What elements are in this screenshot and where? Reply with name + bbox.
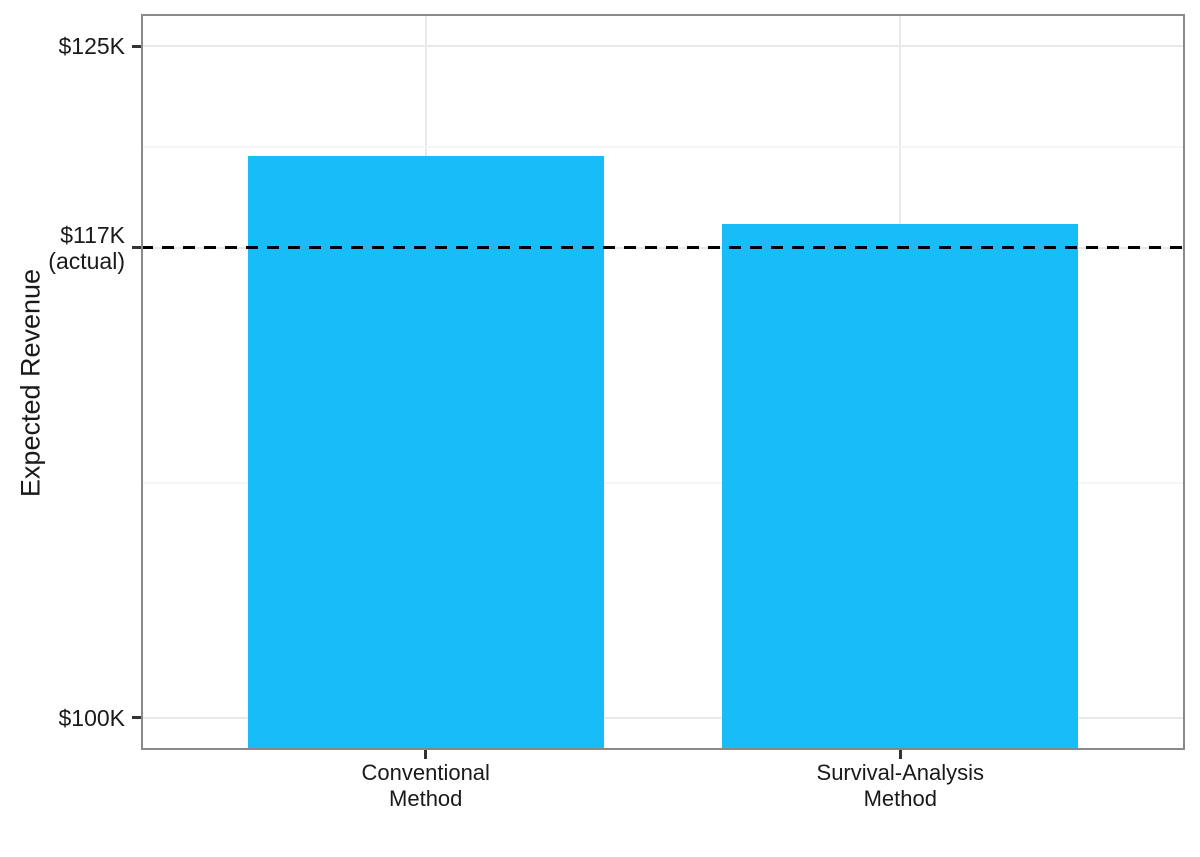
x-tick-label-survival-analysis-method: Survival-Analysis Method (817, 760, 985, 812)
x-tick-mark-conventional-method (424, 750, 428, 759)
x-tick-label-line: Conventional (361, 760, 490, 785)
y-tick-mark-1 (132, 246, 141, 250)
x-tick-label-line: Survival-Analysis (816, 760, 985, 785)
y-tick-label-line: $100K (58, 704, 125, 731)
x-tick-mark-survival-analysis-method (898, 750, 902, 759)
gridline-minor-y-0 (141, 481, 1185, 484)
y-tick-label-line: $125K (58, 33, 125, 60)
x-tick-label-line: Method (863, 786, 937, 811)
y-tick-label-0: $100K (0, 705, 125, 731)
x-tick-label-conventional-method: Conventional Method (362, 760, 490, 812)
y-tick-mark-0 (132, 716, 141, 720)
x-tick-label-line: Method (389, 786, 463, 811)
y-axis-title: Expected Revenue (15, 268, 46, 498)
gridline-minor-y-1 (141, 145, 1185, 148)
y-tick-label-2: $125K (0, 33, 125, 59)
bar-conventional-method (247, 156, 604, 750)
bar-survival-analysis-method (722, 223, 1079, 750)
y-tick-label-line: (actual) (48, 247, 125, 274)
y-tick-mark-2 (132, 44, 141, 48)
gridline-major-y-0 (141, 716, 1185, 719)
y-tick-label-1: $117K (actual) (0, 222, 125, 274)
y-tick-label-line: $117K (60, 221, 125, 248)
gridline-major-y-2 (141, 45, 1185, 48)
reference-dashed-line (141, 246, 1185, 250)
